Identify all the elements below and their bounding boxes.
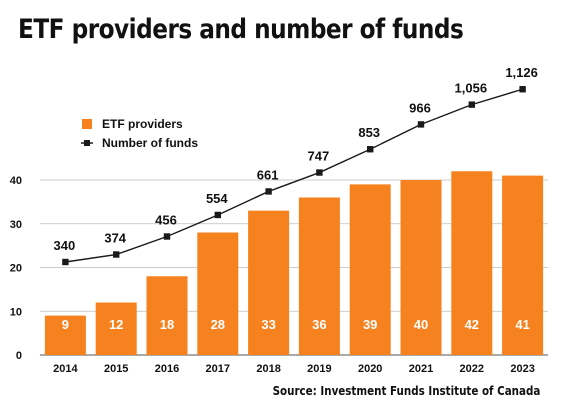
x-tick-label: 2014: [53, 363, 78, 375]
funds-point: [316, 169, 323, 176]
y-tick-label: 30: [10, 219, 22, 231]
bar: [44, 315, 86, 355]
bar: [349, 184, 391, 355]
funds-point: [519, 86, 526, 93]
legend-swatch-providers: [82, 119, 92, 129]
y-tick-label: 0: [16, 350, 22, 362]
funds-value-label: 853: [358, 125, 380, 140]
x-tick-label: 2020: [358, 363, 382, 375]
bar: [298, 197, 340, 355]
bar-value-label: 41: [515, 317, 529, 332]
legend: ETF providers Number of funds: [81, 117, 198, 150]
bar: [248, 210, 290, 355]
funds-value-label: 966: [409, 100, 431, 115]
funds-line: 340 374 456 554 661 747 853 966 1,056 1,126: [54, 65, 538, 266]
x-tick-label: 2021: [409, 363, 433, 375]
bar-value-label: 33: [261, 317, 275, 332]
funds-point: [265, 188, 272, 195]
legend-label-providers: ETF providers: [102, 117, 183, 131]
bar-value-label: 39: [363, 317, 377, 332]
bar-value-label: 18: [160, 317, 174, 332]
x-axis: 2014 2015 2016 2017 2018 2019 2020 2021 2022 2023: [53, 363, 535, 375]
x-tick-label: 2019: [307, 363, 331, 375]
y-tick-label: 20: [10, 263, 22, 275]
y-axis: 0 10 20 30 40: [10, 175, 22, 362]
x-tick-label: 2018: [256, 363, 280, 375]
x-tick-label: 2017: [206, 363, 230, 375]
funds-value-label: 554: [206, 191, 228, 206]
funds-polyline: [65, 88, 523, 263]
bar-value-label: 40: [414, 317, 428, 332]
bar-value-label: 9: [62, 317, 69, 332]
chart-title: ETF providers and number of funds: [18, 14, 464, 45]
funds-value-label: 374: [104, 231, 126, 246]
x-tick-label: 2016: [155, 363, 179, 375]
bar-value-label: 12: [109, 317, 123, 332]
funds-point: [468, 101, 475, 108]
funds-value-label: 661: [257, 167, 279, 182]
x-tick-label: 2015: [104, 363, 128, 375]
bar: [400, 180, 442, 355]
bar: [146, 276, 188, 355]
bar-value-label: 42: [465, 317, 479, 332]
bar: [197, 232, 239, 355]
funds-value-label: 340: [54, 238, 76, 253]
funds-point: [62, 258, 69, 266]
bar: [502, 175, 544, 355]
funds-value-label: 456: [155, 213, 177, 228]
funds-value-label: 747: [308, 149, 330, 164]
funds-value-label: 1,126: [505, 65, 538, 80]
bar-value-label: 36: [312, 317, 326, 332]
funds-point: [367, 146, 374, 153]
bar: [95, 302, 137, 355]
x-tick-label: 2023: [510, 363, 534, 375]
bar: [451, 171, 493, 355]
y-tick-label: 10: [10, 306, 22, 318]
legend-marker-funds: [84, 140, 90, 146]
funds-point: [417, 121, 425, 128]
bar-value-label: 28: [211, 317, 225, 332]
x-tick-label: 2022: [460, 363, 484, 375]
funds-point: [214, 211, 221, 219]
funds-point: [113, 251, 120, 258]
funds-point: [163, 233, 171, 240]
legend-label-funds: Number of funds: [102, 136, 198, 150]
y-tick-label: 40: [10, 175, 22, 187]
funds-value-label: 1,056: [455, 81, 488, 96]
bars: 9 12 18 28 33 36 39 40 42 41: [44, 171, 544, 355]
source-note: Source: Investment Funds Institute of Ca…: [272, 384, 540, 398]
